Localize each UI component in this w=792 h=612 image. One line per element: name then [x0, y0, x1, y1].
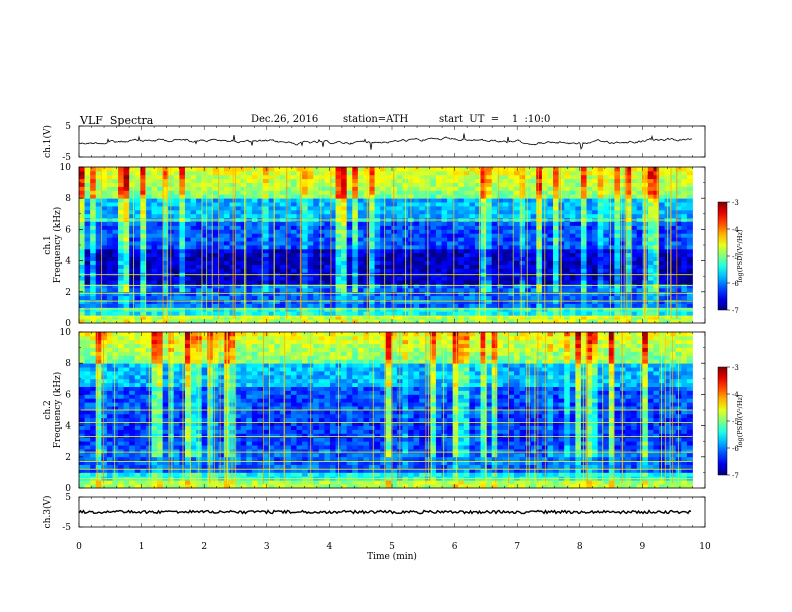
x-axis: 0 1 2 3 4 5 6 7 8 9 10 Time (min) [76, 542, 711, 562]
x-tick-label: 2 [201, 542, 207, 552]
date-label: Dec.26, 2016 [251, 114, 319, 125]
colorbar-tick-label: -4 [732, 391, 739, 399]
y-tick-label: -5 [62, 523, 71, 533]
waveform-line [78, 509, 692, 515]
y-tick-label: 0 [65, 484, 71, 494]
colorbar-tick-label: -4 [732, 226, 739, 234]
ch2-spectrogram-ylabel: ch.2Frequency (kHz) [43, 372, 63, 449]
colorbar-tick-label: -5 [732, 418, 739, 426]
figure-title: VLF Spectra [80, 114, 154, 127]
y-tick-label: 5 [65, 493, 71, 503]
x-tick-label: 9 [640, 542, 646, 552]
x-axis-label: Time (min) [367, 551, 417, 562]
y-tick-label: 10 [60, 328, 72, 338]
x-tick-label: 4 [327, 542, 333, 552]
ch3-waveform-trace [78, 509, 692, 515]
ch2-spectrogram-cells [79, 332, 693, 489]
colorbar-tick-label: -6 [732, 280, 739, 288]
ch1-waveform-panel: 5 -5 ch.1(V) [42, 122, 706, 163]
ch1-spectrogram-panel: -3 -4 -5 -6 -7 log(PSD)(V²/Hz) 0 2 4 6 8 10 ch.1Freq… [43, 163, 744, 329]
ch1-spectrogram-ylabel: ch.1Frequency (kHz) [43, 207, 63, 284]
ch3-waveform-ylabel: ch.3(V) [42, 496, 53, 529]
x-tick-label: 7 [514, 542, 520, 552]
waveform-line [78, 133, 693, 150]
ch2-spectrogram-panel: -3 -4 -5 -6 -7 log(PSD)(V²/Hz) 0 2 4 6 8 10 ch.2Freq… [43, 328, 744, 494]
x-tick-label: 1 [139, 542, 145, 552]
colorbar-tick-label: -5 [732, 253, 739, 261]
colorbar-tick-label: -3 [732, 364, 739, 372]
x-tick-label: 3 [264, 542, 270, 552]
colorbar-label: log(PSD)(V²/Hz) [736, 229, 744, 282]
y-tick-label: 2 [65, 453, 71, 463]
x-tick-label: 6 [452, 542, 458, 552]
x-tick-label: 0 [76, 542, 82, 552]
start-time-label: start UT = 1 :10:0 [439, 114, 551, 125]
y-tick-label: 0 [65, 319, 71, 329]
y-tick-label: 2 [65, 288, 71, 298]
colorbar-tick-label: -3 [732, 199, 739, 207]
y-tick-label: 6 [65, 225, 71, 235]
ch1-spectrogram-colorbar: -3 -4 -5 -6 -7 log(PSD)(V²/Hz) [717, 199, 744, 315]
y-tick-label: -5 [62, 153, 71, 163]
y-tick-label: 8 [65, 194, 71, 204]
station-label: station=ATH [343, 114, 409, 125]
colorbar-tick-label: -6 [732, 445, 739, 453]
ch2-spectrogram-colorbar: -3 -4 -5 -6 -7 log(PSD)(V²/Hz) [717, 364, 744, 480]
y-tick-label: 6 [65, 390, 71, 400]
ch1-waveform-trace [78, 133, 693, 150]
ch1-waveform-ylabel: ch.1(V) [42, 125, 53, 158]
colorbar-tick-label: -7 [732, 472, 739, 480]
x-tick-label: 5 [389, 542, 395, 552]
ch1-spectrogram-cells [79, 167, 693, 324]
x-tick-label: 8 [577, 542, 583, 552]
y-tick-label: 10 [60, 163, 72, 173]
y-tick-label: 5 [65, 122, 71, 132]
x-tick-label: 10 [699, 542, 711, 552]
y-tick-label: 8 [65, 359, 71, 369]
ch3-waveform-panel: 5 -5 ch.3(V) [42, 493, 706, 533]
y-tick-label: 4 [65, 422, 71, 432]
y-tick-label: 4 [65, 257, 71, 267]
colorbar-label: log(PSD)(V²/Hz) [736, 394, 744, 447]
colorbar-tick-label: -7 [732, 307, 739, 315]
